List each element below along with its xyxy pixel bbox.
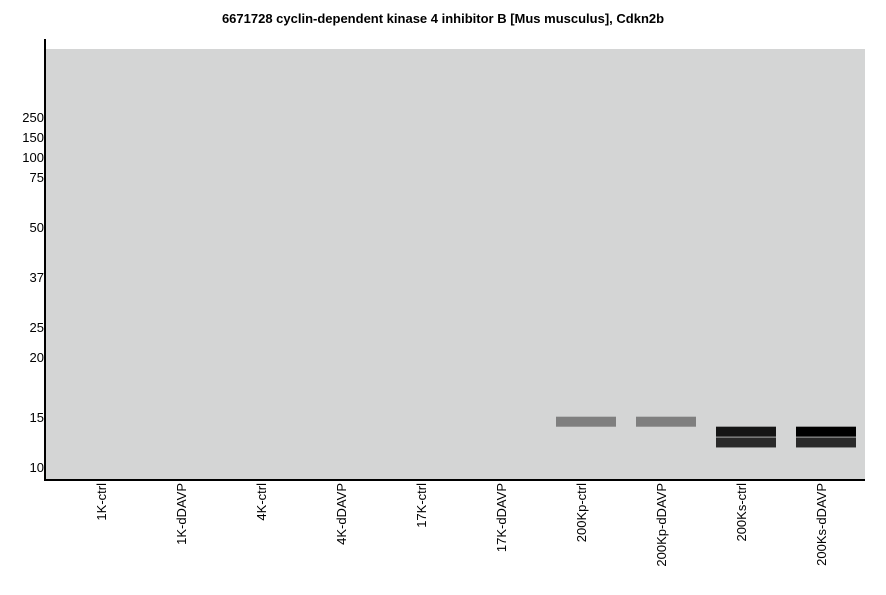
lane-label: 4K-dDAVP [334, 483, 349, 545]
lane-label: 1K-ctrl [94, 483, 109, 521]
band [796, 437, 856, 448]
mw-marker-label: 100 [22, 150, 44, 165]
mw-marker-label: 150 [22, 130, 44, 145]
mw-marker-label: 37 [30, 270, 44, 285]
lane-label: 4K-ctrl [254, 483, 269, 521]
lane-label: 1K-dDAVP [174, 483, 189, 545]
lane-label: 17K-dDAVP [494, 483, 509, 552]
lane-label: 200Kp-ctrl [574, 483, 589, 542]
mw-marker-label: 50 [30, 220, 44, 235]
chart-title: 6671728 cyclin-dependent kinase 4 inhibi… [221, 11, 665, 26]
lane-label: 200Kp-dDAVP [654, 483, 669, 567]
mw-marker-label: 25 [30, 320, 44, 335]
band [716, 437, 776, 448]
mw-marker-label: 75 [30, 170, 44, 185]
lane-labels: 1K-ctrl 1K-dDAVP 4K-ctrl 4K-dDAVP 17K-ctrl 17… [94, 483, 829, 567]
band [556, 416, 616, 427]
lane-label: 200Ks-ctrl [734, 483, 749, 542]
mw-marker-label: 15 [30, 410, 44, 425]
mw-labels: 250 150 100 75 50 37 25 20 15 10 [22, 110, 44, 475]
mw-marker-label: 250 [22, 110, 44, 125]
band [716, 426, 776, 437]
band [796, 426, 856, 437]
mw-marker-label: 20 [30, 350, 44, 365]
band [636, 416, 696, 427]
lane-label: 17K-ctrl [414, 483, 429, 528]
mw-marker-label: 10 [30, 460, 44, 475]
gel-background [46, 49, 865, 479]
bands-layer [556, 416, 856, 448]
lane-label: 200Ks-dDAVP [814, 483, 829, 566]
